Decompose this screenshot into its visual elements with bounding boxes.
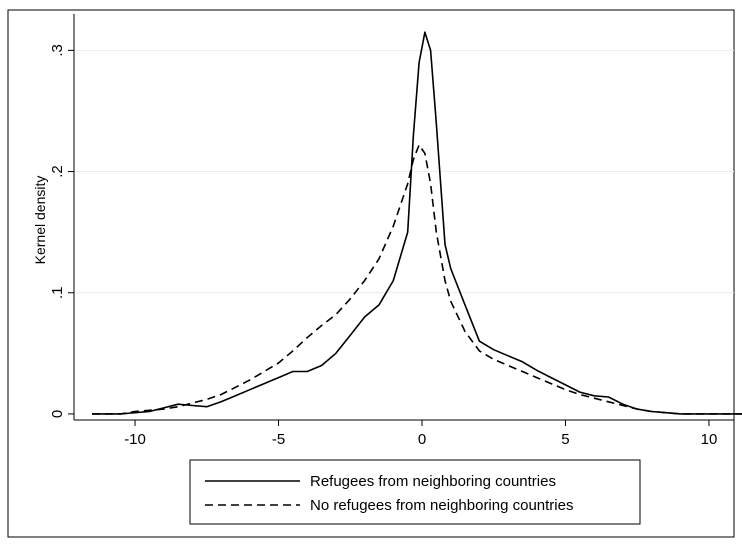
plot-frame	[7, 9, 735, 538]
legend-box	[189, 459, 641, 525]
series-lines	[92, 31, 742, 415]
y-axis-ticks: 0 .1 .2 .3	[49, 44, 74, 418]
x-tick-label-4: 10	[701, 431, 718, 448]
y-tick-label-1: .1	[49, 286, 66, 299]
series-line-no-refugees	[92, 144, 742, 415]
y-axis-title: Kernel density	[32, 176, 48, 265]
grid-lines	[74, 49, 734, 294]
legend: Refugees from neighboring countries No r…	[189, 459, 641, 525]
series-line-refugees	[92, 31, 742, 415]
legend-label-refugees: Refugees from neighboring countries	[310, 473, 556, 490]
x-tick-label-1: -5	[272, 431, 285, 448]
y-tick-label-0: 0	[49, 410, 66, 418]
x-axis-ticks: -10 -5 0 5 10	[124, 420, 717, 448]
x-tick-label-0: -10	[124, 431, 146, 448]
legend-label-no-refugees: No refugees from neighboring countries	[310, 497, 573, 514]
y-tick-label-2: .2	[49, 165, 66, 178]
x-tick-label-3: 5	[561, 431, 569, 448]
y-tick-label-3: .3	[49, 44, 66, 57]
x-tick-label-2: 0	[418, 431, 426, 448]
